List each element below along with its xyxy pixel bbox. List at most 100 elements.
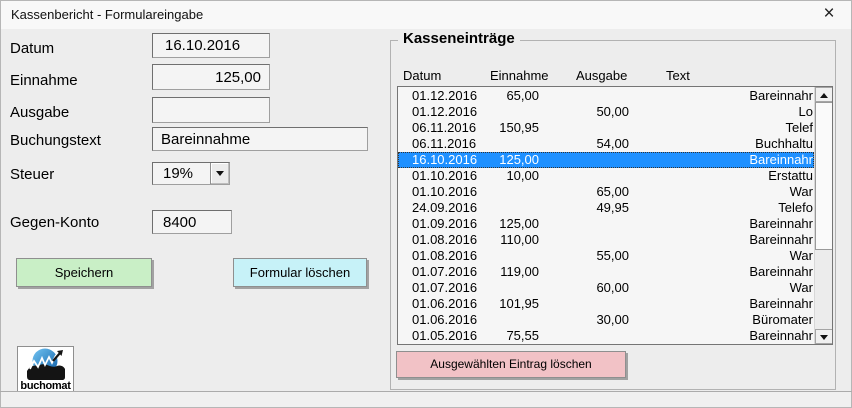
list-item[interactable]: 01.07.2016 119,00 Bareinnahr [398,264,814,280]
triangle-down-icon [820,335,828,340]
cell-datum: 24.09.2016 [412,200,478,215]
cell-text: War [789,280,813,295]
datum-input[interactable] [152,33,270,58]
cell-datum: 01.09.2016 [412,216,478,231]
cell-datum: 01.07.2016 [412,264,478,279]
cell-einnahme: 125,00 [499,152,539,167]
entries-listbox[interactable]: 01.12.2016 65,00 Bareinnahr 01.12.2016 5… [397,86,833,345]
cell-ausgabe: 50,00 [596,104,629,119]
column-header-ausgabe: Ausgabe [576,68,628,83]
einnahme-label: Einnahme [10,72,78,89]
scroll-up-button[interactable] [815,87,832,102]
titlebar: Kassenbericht - Formulareingabe × [1,1,851,29]
cell-einnahme [488,184,539,200]
list-item[interactable]: 24.09.2016 49,95 Telefo [398,200,814,216]
cell-text: Lo [798,104,813,119]
cell-datum: 01.06.2016 [412,296,478,311]
ausgabe-input[interactable] [152,97,270,123]
cell-datum: 06.11.2016 [412,136,477,151]
cell-datum: 01.07.2016 [412,280,478,295]
cell-ausgabe: 30,00 [596,312,629,327]
steuer-dropdown[interactable]: 19% [152,162,230,185]
cell-ausgabe [539,264,629,280]
list-item[interactable]: 01.07.2016 60,00 War [398,280,814,296]
cell-text: Bareinnahr [749,328,813,343]
cell-ausgabe: 60,00 [596,280,629,295]
list-item[interactable]: 06.11.2016 150,95 Telef [398,120,814,136]
cell-text: War [789,184,813,199]
list-item[interactable]: 01.06.2016 30,00 Büromater [398,312,814,328]
list-item[interactable]: 01.12.2016 50,00 Lo [398,104,814,120]
delete-entry-button[interactable]: Ausgewählten Eintrag löschen [396,351,626,378]
cell-einnahme: 10,00 [506,168,539,183]
list-item[interactable]: 01.08.2016 55,00 War [398,248,814,264]
window-bottom-border [0,391,852,392]
entries-rows: 01.12.2016 65,00 Bareinnahr 01.12.2016 5… [398,88,814,344]
chevron-down-icon [216,171,224,176]
cell-ausgabe [539,328,629,344]
cell-einnahme: 65,00 [506,88,539,103]
cell-datum: 01.06.2016 [412,312,478,327]
cell-einnahme: 125,00 [499,216,539,231]
window-title: Kassenbericht - Formulareingabe [11,7,204,22]
cell-einnahme: 150,95 [499,120,539,135]
window-bottom-strip [1,392,851,407]
buchomat-logo-icon [26,348,65,380]
cell-ausgabe [539,168,629,184]
cell-datum: 06.11.2016 [412,120,477,135]
clear-form-button[interactable]: Formular löschen [233,258,367,287]
steuer-label: Steuer [10,166,55,183]
cell-einnahme [488,136,539,152]
list-item[interactable]: 01.12.2016 65,00 Bareinnahr [398,88,814,104]
steuer-dropdown-button[interactable] [210,163,229,184]
cell-datum: 16.10.2016 [412,152,478,167]
buchungstext-label: Buchungstext [10,132,101,149]
cell-datum: 01.12.2016 [412,104,478,119]
cell-text: Bareinnahr [749,88,813,103]
cell-einnahme [488,200,539,216]
vertical-scrollbar[interactable] [814,87,832,344]
buchomat-logo-text: buchomat [20,380,71,392]
list-item[interactable]: 16.10.2016 125,00 Bareinnahr [398,152,814,168]
cell-text: Bareinnahr [749,264,813,279]
ausgabe-label: Ausgabe [10,104,70,121]
cell-einnahme: 119,00 [500,264,539,279]
cell-ausgabe [539,152,629,168]
cell-ausgabe: 49,95 [596,200,629,215]
cell-einnahme [488,280,539,296]
list-item[interactable]: 01.05.2016 75,55 Bareinnahr [398,328,814,344]
gegenkonto-input[interactable] [152,210,232,234]
datum-label: Datum [10,40,55,57]
cell-text: Telefo [778,200,813,215]
list-item[interactable]: 01.06.2016 101,95 Bareinnahr [398,296,814,312]
list-item[interactable]: 01.09.2016 125,00 Bareinnahr [398,216,814,232]
cell-text: Buchhaltu [755,136,813,151]
cell-text: War [789,248,813,263]
scroll-down-button[interactable] [815,329,832,344]
entries-groupbox: Kasseneinträge Datum Einnahme Ausgabe Te… [390,30,836,390]
cell-text: Bareinnahr [749,152,813,167]
scrollbar-thumb[interactable] [815,102,832,250]
cell-ausgabe [539,296,629,312]
list-item[interactable]: 01.10.2016 65,00 War [398,184,814,200]
column-header-datum: Datum [403,68,442,83]
buchungstext-input[interactable] [152,127,368,151]
cell-datum: 01.12.2016 [412,88,478,103]
cell-ausgabe: 55,00 [596,248,629,263]
list-item[interactable]: 06.11.2016 54,00 Buchhaltu [398,136,814,152]
einnahme-input[interactable] [152,64,270,90]
cell-datum: 01.10.2016 [412,184,478,199]
gegenkonto-label: Gegen-Konto [10,214,100,231]
cell-einnahme [488,104,539,120]
cell-einnahme: 75,55 [506,328,539,343]
list-item[interactable]: 01.08.2016 110,00 Bareinnahr [398,232,814,248]
cell-text: Telef [785,120,813,135]
entries-title: Kasseneinträge [398,30,520,47]
list-item[interactable]: 01.10.2016 10,00 Erstattu [398,168,814,184]
cell-text: Bareinnahr [749,296,813,311]
column-header-text: Text [666,68,690,83]
save-button[interactable]: Speichern [16,258,152,287]
cell-ausgabe: 65,00 [596,184,629,199]
close-icon[interactable]: × [823,3,835,24]
